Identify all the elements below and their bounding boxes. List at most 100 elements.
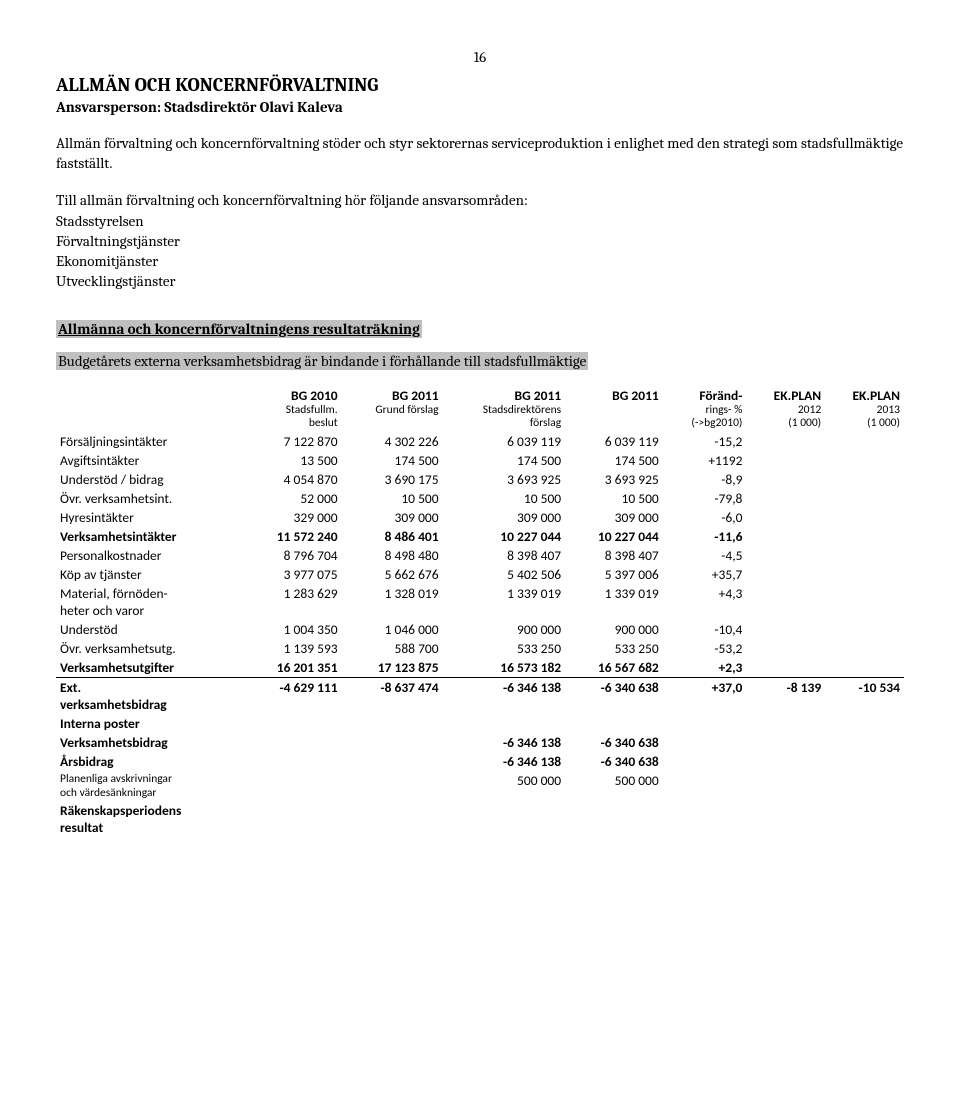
cell: 1 339 019 (443, 584, 566, 620)
col-header: BG 2011 (565, 386, 663, 432)
binding-note: Budgetårets externa verksamhetsbidrag är… (56, 352, 588, 370)
cell: 17 123 875 (342, 658, 443, 678)
cell (825, 508, 904, 527)
cell (663, 801, 747, 837)
table-row: Verksamhetsutgifter16 201 35117 123 8751… (56, 658, 904, 678)
cell: 4 302 226 (342, 432, 443, 451)
cell: 5 397 006 (565, 565, 663, 584)
result-table: BG 2010Stadsfullm.beslutBG 2011Grund för… (56, 386, 904, 837)
cell: 1 139 593 (244, 639, 342, 658)
cell (244, 771, 342, 801)
cell (663, 752, 747, 771)
cell (825, 584, 904, 620)
cell: 174 500 (342, 451, 443, 470)
cell: 10 500 (443, 489, 566, 508)
table-row: Verksamhetsintäkter11 572 2408 486 40110… (56, 527, 904, 546)
cell: -11,6 (663, 527, 747, 546)
page-title: ALLMÄN OCH KONCERNFÖRVALTNING (56, 74, 904, 96)
table-row: Verksamhetsbidrag-6 346 138-6 340 638 (56, 733, 904, 752)
row-label: Personalkostnader (56, 546, 244, 565)
row-label: Planenliga avskrivningaroch värdesänknin… (56, 771, 244, 801)
cell (746, 546, 825, 565)
cell (825, 470, 904, 489)
cell: 3 693 925 (565, 470, 663, 489)
area-item: Utvecklingstjänster (56, 271, 904, 291)
cell: 13 500 (244, 451, 342, 470)
table-row: Hyresintäkter329 000309 000309 000309 00… (56, 508, 904, 527)
cell: 10 227 044 (443, 527, 566, 546)
cell: 3 977 075 (244, 565, 342, 584)
cell (746, 451, 825, 470)
cell (342, 752, 443, 771)
cell: -4 629 111 (244, 677, 342, 714)
cell: -53,2 (663, 639, 747, 658)
areas-intro: Till allmän förvaltning och koncernförva… (56, 191, 904, 211)
col-header: EK.PLAN2013(1 000) (825, 386, 904, 432)
cell: 533 250 (565, 639, 663, 658)
table-row: Understöd / bidrag4 054 8703 690 1753 69… (56, 470, 904, 489)
page-number: 16 (56, 48, 904, 66)
area-item: Ekonomitjänster (56, 251, 904, 271)
cell: 500 000 (443, 771, 566, 801)
cell (825, 733, 904, 752)
row-label: Årsbidrag (56, 752, 244, 771)
table-row: Övr. verksamhetsutg.1 139 593588 700533 … (56, 639, 904, 658)
row-label: Köp av tjänster (56, 565, 244, 584)
cell (342, 771, 443, 801)
cell (825, 658, 904, 678)
row-label: Övr. verksamhetsint. (56, 489, 244, 508)
cell: -10,4 (663, 620, 747, 639)
areas-list: StadsstyrelsenFörvaltningstjänsterEkonom… (56, 211, 904, 292)
row-label: Avgiftsintäkter (56, 451, 244, 470)
cell: -8,9 (663, 470, 747, 489)
cell (663, 733, 747, 752)
cell: 4 054 870 (244, 470, 342, 489)
cell (443, 714, 566, 733)
cell: 900 000 (443, 620, 566, 639)
cell: 6 039 119 (565, 432, 663, 451)
row-label: Ext.verksamhetsbidrag (56, 677, 244, 714)
cell: 10 500 (565, 489, 663, 508)
cell: 5 662 676 (342, 565, 443, 584)
cell (825, 771, 904, 801)
row-label: Material, förnöden-heter och varor (56, 584, 244, 620)
cell (565, 801, 663, 837)
col-header: BG 2010Stadsfullm.beslut (244, 386, 342, 432)
cell (746, 639, 825, 658)
responsible-person: Ansvarsperson: Stadsdirektör Olavi Kalev… (56, 98, 904, 116)
cell (746, 801, 825, 837)
intro-paragraph: Allmän förvaltning och koncernförvaltnin… (56, 134, 904, 173)
cell: 3 690 175 (342, 470, 443, 489)
cell: 16 567 682 (565, 658, 663, 678)
cell (825, 620, 904, 639)
cell: 16 201 351 (244, 658, 342, 678)
cell (663, 771, 747, 801)
cell: 8 498 480 (342, 546, 443, 565)
cell: 329 000 (244, 508, 342, 527)
cell (825, 752, 904, 771)
row-label: Verksamhetsintäkter (56, 527, 244, 546)
col-header: EK.PLAN2012(1 000) (746, 386, 825, 432)
row-label: Verksamhetsbidrag (56, 733, 244, 752)
col-header: Föränd-rings- %(->bg2010) (663, 386, 747, 432)
col-header (56, 386, 244, 432)
table-row: Understöd1 004 3501 046 000900 000900 00… (56, 620, 904, 639)
cell (342, 801, 443, 837)
cell (825, 489, 904, 508)
cell: 11 572 240 (244, 527, 342, 546)
cell: 3 693 925 (443, 470, 566, 489)
row-label: Understöd (56, 620, 244, 639)
cell (746, 620, 825, 639)
row-label: Hyresintäkter (56, 508, 244, 527)
cell (746, 752, 825, 771)
cell: 8 398 407 (565, 546, 663, 565)
cell: +37,0 (663, 677, 747, 714)
cell: -6 346 138 (443, 677, 566, 714)
cell: 8 398 407 (443, 546, 566, 565)
table-row: Räkenskapsperiodensresultat (56, 801, 904, 837)
cell (825, 714, 904, 733)
cell (746, 771, 825, 801)
cell: 1 283 629 (244, 584, 342, 620)
cell (565, 714, 663, 733)
cell: -6,0 (663, 508, 747, 527)
